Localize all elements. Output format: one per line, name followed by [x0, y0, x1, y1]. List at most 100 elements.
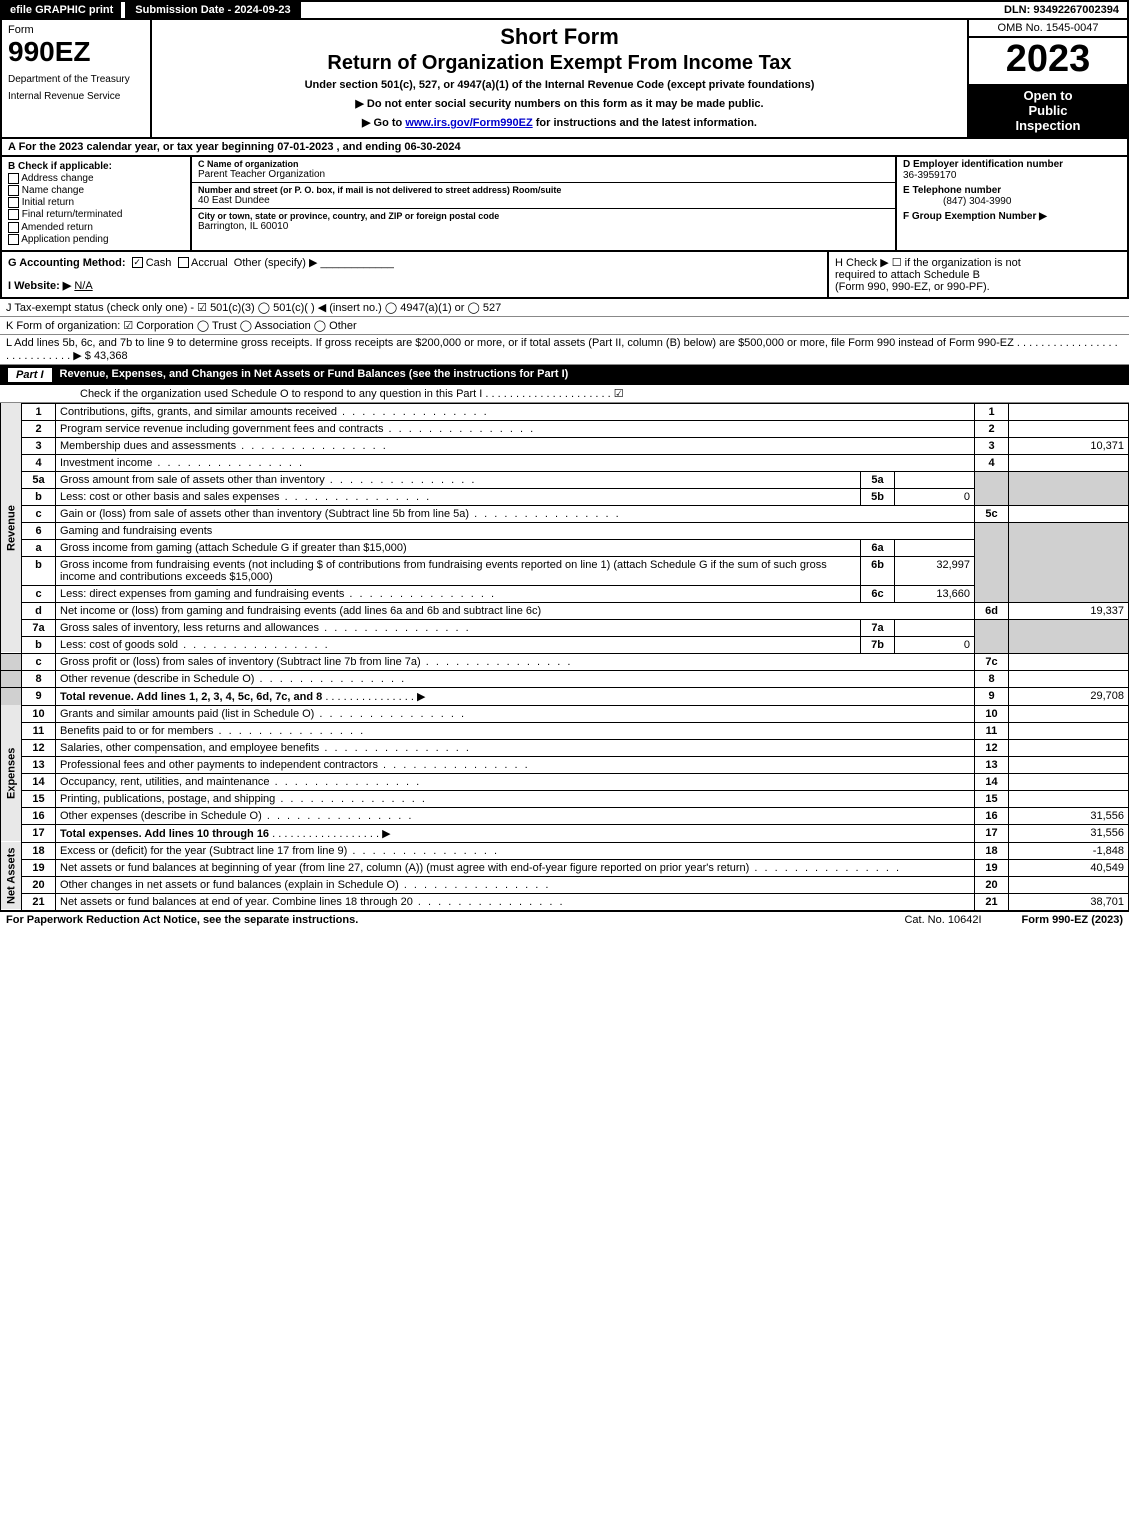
org-name-label: C Name of organization — [198, 159, 889, 169]
chk-accrual[interactable] — [178, 257, 189, 268]
ln1-t: Contributions, gifts, grants, and simila… — [56, 403, 975, 420]
chk-address-change[interactable]: Address change — [8, 173, 184, 184]
ln7b-subamt: 0 — [895, 636, 975, 653]
note2-post: for instructions and the latest informat… — [533, 117, 757, 129]
ln12-ref: 12 — [975, 739, 1009, 756]
ssn-warning: ▶ Do not enter social security numbers o… — [160, 97, 959, 110]
form-header: Form 990EZ Department of the Treasury In… — [0, 20, 1129, 139]
row-k: K Form of organization: ☑ Corporation ◯ … — [0, 317, 1129, 335]
ln14-t: Occupancy, rent, utilities, and maintena… — [56, 773, 975, 790]
ln13-n: 13 — [22, 756, 56, 773]
ln6b-t: Gross income from fundraising events (no… — [56, 556, 861, 585]
ln15-t: Printing, publications, postage, and shi… — [56, 790, 975, 807]
ln18-amt: -1,848 — [1009, 842, 1129, 859]
form-meta-block: OMB No. 1545-0047 2023 Open to Public In… — [967, 20, 1127, 137]
ln6a-subamt — [895, 539, 975, 556]
ln6c-n: c — [22, 585, 56, 602]
h-line3: (Form 990, 990-EZ, or 990-PF). — [835, 281, 1121, 293]
dept-treasury: Department of the Treasury — [8, 74, 144, 85]
ln6a-n: a — [22, 539, 56, 556]
ln17-amt: 31,556 — [1009, 824, 1129, 842]
ln3-t: Membership dues and assessments — [56, 437, 975, 454]
street-label: Number and street (or P. O. box, if mail… — [198, 185, 889, 195]
tax-year: 2023 — [969, 38, 1127, 84]
ln3-n: 3 — [22, 437, 56, 454]
ln14-amt — [1009, 773, 1129, 790]
row-l-text: L Add lines 5b, 6c, and 7b to line 9 to … — [6, 337, 1118, 362]
chk-cash[interactable]: ✓ — [132, 257, 143, 268]
accounting-method-label: G Accounting Method: — [8, 257, 126, 269]
ln11-ref: 11 — [975, 722, 1009, 739]
ln21-ref: 21 — [975, 893, 1009, 910]
ln2-t: Program service revenue including govern… — [56, 420, 975, 437]
ln18-t: Excess or (deficit) for the year (Subtra… — [56, 842, 975, 859]
ln13-amt — [1009, 756, 1129, 773]
efile-print-label[interactable]: efile GRAPHIC print — [2, 2, 121, 18]
ln10-ref: 10 — [975, 705, 1009, 722]
ln7c-t: Gross profit or (loss) from sales of inv… — [56, 653, 975, 670]
section-c: C Name of organization Parent Teacher Or… — [192, 157, 897, 250]
opt-other: Other (specify) ▶ — [234, 257, 318, 269]
website-label: I Website: ▶ — [8, 280, 71, 292]
ln6d-ref: 6d — [975, 602, 1009, 619]
ln6a-subref: 6a — [861, 539, 895, 556]
city-label: City or town, state or province, country… — [198, 211, 889, 221]
dln-number: DLN: 93492267002394 — [996, 2, 1127, 18]
phone-value: (847) 304-3990 — [903, 196, 1011, 207]
ln18-n: 18 — [22, 842, 56, 859]
ln1-n: 1 — [22, 403, 56, 420]
ln17-ref: 17 — [975, 824, 1009, 842]
top-bar: efile GRAPHIC print Submission Date - 20… — [0, 0, 1129, 20]
ln15-ref: 15 — [975, 790, 1009, 807]
chk-application-pending[interactable]: Application pending — [8, 234, 184, 245]
ln5c-amt — [1009, 505, 1129, 522]
ln8-ref: 8 — [975, 670, 1009, 687]
ln11-n: 11 — [22, 722, 56, 739]
page-footer: For Paperwork Reduction Act Notice, see … — [0, 911, 1129, 928]
ln13-t: Professional fees and other payments to … — [56, 756, 975, 773]
public-inspection: Open to Public Inspection — [969, 84, 1127, 137]
ln3-amt: 10,371 — [1009, 437, 1129, 454]
side-revenue: Revenue — [1, 403, 22, 653]
row-j: J Tax-exempt status (check only one) - ☑… — [0, 299, 1129, 317]
row-l: L Add lines 5b, 6c, and 7b to line 9 to … — [0, 335, 1129, 365]
opt-accrual: Accrual — [191, 257, 228, 269]
ln3-ref: 3 — [975, 437, 1009, 454]
ln10-amt — [1009, 705, 1129, 722]
side-netassets: Net Assets — [1, 842, 22, 910]
inspect-2: Public — [973, 103, 1123, 118]
ln6d-amt: 19,337 — [1009, 602, 1129, 619]
ln16-t: Other expenses (describe in Schedule O) — [56, 807, 975, 824]
inspect-3: Inspection — [973, 118, 1123, 133]
chk-initial-return[interactable]: Initial return — [8, 197, 184, 208]
ln10-n: 10 — [22, 705, 56, 722]
irs-link[interactable]: www.irs.gov/Form990EZ — [405, 117, 532, 129]
chk-final-return[interactable]: Final return/terminated — [8, 209, 184, 220]
ln21-amt: 38,701 — [1009, 893, 1129, 910]
omb-number: OMB No. 1545-0047 — [969, 20, 1127, 38]
street-address: 40 East Dundee — [198, 195, 889, 206]
section-b: B Check if applicable: Address change Na… — [2, 157, 192, 250]
ln4-amt — [1009, 454, 1129, 471]
ln19-n: 19 — [22, 859, 56, 876]
chk-amended-return[interactable]: Amended return — [8, 222, 184, 233]
chk-name-change[interactable]: Name change — [8, 185, 184, 196]
ln5c-ref: 5c — [975, 505, 1009, 522]
ln14-ref: 14 — [975, 773, 1009, 790]
ln2-ref: 2 — [975, 420, 1009, 437]
ln2-amt — [1009, 420, 1129, 437]
section-b-title: B Check if applicable: — [8, 161, 184, 172]
title-return: Return of Organization Exempt From Incom… — [160, 52, 959, 75]
form-title-block: Short Form Return of Organization Exempt… — [152, 20, 967, 137]
ln20-amt — [1009, 876, 1129, 893]
ln7a-subref: 7a — [861, 619, 895, 636]
ln5b-n: b — [22, 488, 56, 505]
title-short-form: Short Form — [160, 24, 959, 50]
ln12-t: Salaries, other compensation, and employ… — [56, 739, 975, 756]
ln7a-t: Gross sales of inventory, less returns a… — [56, 619, 861, 636]
ln17-n: 17 — [22, 824, 56, 842]
ln4-n: 4 — [22, 454, 56, 471]
form-word: Form — [8, 24, 144, 36]
ln5b-subamt: 0 — [895, 488, 975, 505]
section-d-e-f: D Employer identification number36-39591… — [897, 157, 1127, 250]
